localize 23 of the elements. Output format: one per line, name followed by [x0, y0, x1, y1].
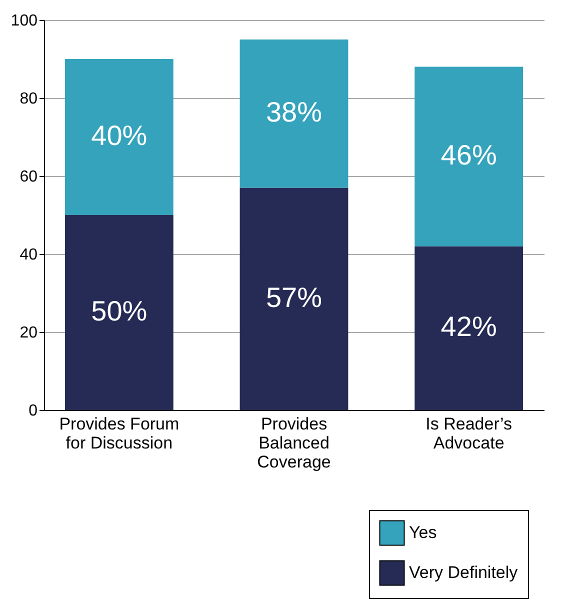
y-tick-label: 60 — [20, 168, 38, 186]
y-tick-label: 40 — [20, 246, 38, 264]
y-tick-label: 20 — [20, 324, 38, 342]
y-tick-label: 100 — [10, 12, 38, 30]
data-label: 57% — [266, 282, 322, 313]
data-label: 46% — [440, 140, 497, 170]
bar — [240, 188, 348, 410]
bar — [64, 59, 174, 215]
bar — [240, 40, 348, 188]
y-tick-label: 80 — [20, 90, 38, 108]
x-tick-label: Provides Balanced Coverage — [257, 414, 331, 472]
data-label: 40% — [91, 120, 148, 151]
legend-label: Yes — [409, 523, 437, 542]
data-label: 50% — [91, 296, 148, 326]
bar — [414, 66, 524, 246]
x-tick-label: Is Reader’s Advocate — [426, 414, 512, 452]
data-label: 42% — [440, 311, 497, 342]
legend-label: Very Definitely — [409, 563, 518, 582]
y-tick-label: 0 — [28, 402, 38, 420]
bar — [64, 215, 174, 410]
x-tick-label: Provides Forum for Discussion — [59, 414, 180, 452]
data-label: 38% — [266, 96, 322, 128]
bar — [414, 246, 524, 410]
